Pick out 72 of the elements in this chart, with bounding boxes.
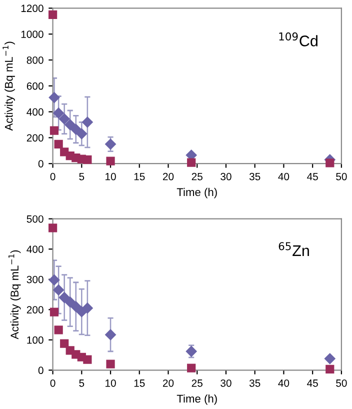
x-tick-label: 10 xyxy=(106,379,116,387)
point xyxy=(48,274,60,286)
y-tick-label: 600 xyxy=(26,82,44,90)
x-tick-label: 40 xyxy=(278,379,290,387)
x-tick-label: 45 xyxy=(307,380,318,387)
x-tick-label: 15 xyxy=(134,173,145,180)
x-axis-title: Time (h) xyxy=(176,394,217,405)
x-tick-label: 25 xyxy=(192,172,202,180)
y-tick-label: 100 xyxy=(27,336,44,344)
x-tick-label: 45 xyxy=(307,173,318,180)
x-tick-label: 0 xyxy=(50,172,56,180)
point xyxy=(58,292,70,303)
point xyxy=(105,329,116,340)
point xyxy=(54,326,63,334)
point xyxy=(50,126,59,135)
y-tick-label: 200 xyxy=(26,134,44,142)
x-tick-label: 40 xyxy=(278,172,290,180)
point xyxy=(64,296,76,308)
point xyxy=(50,308,59,316)
point xyxy=(83,155,92,164)
y-tick-label: 0 xyxy=(38,160,44,168)
point xyxy=(83,355,92,364)
point xyxy=(64,119,76,130)
point xyxy=(70,301,82,312)
point xyxy=(76,306,88,318)
point xyxy=(48,224,58,232)
y-axis-title: Activity (Bq mL$^{−1}$) xyxy=(8,250,21,340)
x-tick-label: 30 xyxy=(220,379,232,387)
point xyxy=(324,353,336,364)
x-tick-label: 0 xyxy=(50,379,56,387)
y-tick-label: 400 xyxy=(26,246,44,253)
point xyxy=(326,158,334,168)
point xyxy=(60,339,69,348)
point xyxy=(48,92,60,103)
x-tick-label: 20 xyxy=(162,172,174,180)
y-tick-label: 200 xyxy=(26,306,44,314)
point xyxy=(106,156,115,166)
y-axis-title: Activity (Bq mL$^{−1}$) xyxy=(2,42,15,131)
point xyxy=(187,364,196,372)
point xyxy=(187,158,196,167)
x-tick-label: 5 xyxy=(79,173,84,180)
point xyxy=(54,140,63,148)
x-tick-label: 10 xyxy=(106,172,116,180)
y-tick-label: 400 xyxy=(26,108,44,116)
y-tick-label: 1200 xyxy=(21,4,44,12)
x-tick-label: 30 xyxy=(220,172,232,180)
point xyxy=(48,10,58,19)
y-tick-label: 1000 xyxy=(21,30,44,38)
point xyxy=(105,138,116,150)
point xyxy=(70,124,82,135)
x-tick-label: 35 xyxy=(249,379,260,387)
point xyxy=(76,128,88,140)
point xyxy=(58,114,70,124)
x-axis-title: Time (h) xyxy=(176,188,217,198)
point xyxy=(82,116,93,128)
x-tick-label: 35 xyxy=(249,172,260,180)
point xyxy=(53,284,64,296)
point xyxy=(106,360,115,368)
x-tick-label: 50 xyxy=(336,379,347,387)
point xyxy=(326,364,334,374)
y-tick-label: 0 xyxy=(38,366,44,374)
annotation: $^{109}$Cd xyxy=(279,32,318,46)
x-tick-label: 5 xyxy=(79,380,84,387)
x-tick-label: 50 xyxy=(336,172,347,180)
annotation: $^{65}$Zn xyxy=(278,242,309,256)
x-tick-label: 15 xyxy=(134,380,145,387)
y-tick-label: 300 xyxy=(26,276,44,284)
y-tick-label: 800 xyxy=(26,56,44,64)
y-tick-label: 500 xyxy=(26,215,44,223)
x-tick-label: 25 xyxy=(192,379,202,387)
x-tick-label: 20 xyxy=(162,379,174,387)
point xyxy=(82,302,93,314)
